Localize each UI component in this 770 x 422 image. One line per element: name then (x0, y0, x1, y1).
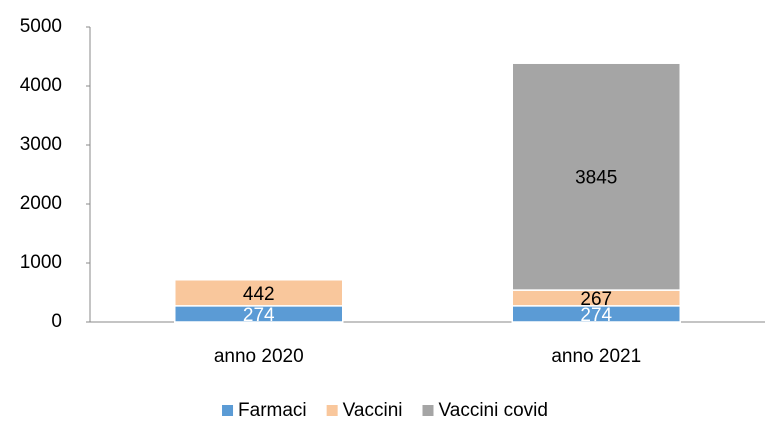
bar-segment (174, 279, 344, 307)
legend-label: Farmaci (238, 400, 307, 421)
data-label: 442 (243, 284, 275, 305)
y-tick-label: 4000 (20, 75, 62, 96)
legend-swatch (422, 405, 434, 416)
data-label: 274 (243, 305, 275, 326)
data-label: 3845 (575, 168, 617, 189)
y-tick-label: 0 (51, 311, 62, 332)
legend: Farmaci Vaccini Vaccini covid (222, 400, 548, 421)
data-label: 274 (580, 305, 612, 326)
legend-swatch (326, 405, 338, 416)
legend-label: Vaccini (343, 400, 403, 421)
data-label: 267 (580, 289, 612, 310)
legend-swatch (222, 405, 234, 416)
x-tick-label: anno 2021 (551, 346, 641, 367)
y-tick-label: 2000 (20, 193, 62, 214)
legend-label: Vaccini covid (438, 400, 547, 421)
y-tick-label: 5000 (20, 16, 62, 37)
y-tick-label: 3000 (20, 134, 62, 155)
y-tick-label: 1000 (20, 252, 62, 273)
bar-segment (511, 62, 681, 291)
x-tick-label: anno 2020 (214, 346, 304, 367)
